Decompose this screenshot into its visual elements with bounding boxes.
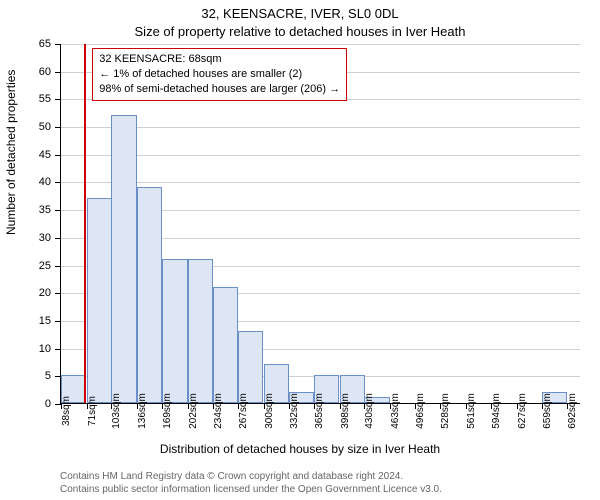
gridline	[61, 182, 580, 183]
y-axis-label: Number of detached properties	[4, 70, 18, 235]
reference-line	[84, 44, 86, 403]
y-tick	[55, 210, 61, 211]
x-tick-label: 202sqm	[188, 393, 199, 429]
histogram-bar	[213, 287, 238, 403]
y-tick-label: 5	[45, 370, 51, 382]
header-subtitle: Size of property relative to detached ho…	[0, 24, 600, 39]
histogram-bar	[188, 259, 213, 403]
y-tick-label: 65	[39, 38, 51, 50]
y-tick-label: 30	[39, 232, 51, 244]
x-tick-label: 103sqm	[111, 393, 122, 429]
x-tick-label: 38sqm	[61, 396, 72, 426]
y-tick-label: 50	[39, 121, 51, 133]
y-tick	[55, 72, 61, 73]
x-tick-label: 463sqm	[390, 393, 401, 429]
y-tick	[55, 238, 61, 239]
x-tick-label: 300sqm	[264, 393, 275, 429]
y-tick	[55, 155, 61, 156]
histogram-bar	[238, 331, 263, 403]
chart-container: 32, KEENSACRE, IVER, SL0 0DL Size of pro…	[0, 0, 600, 500]
y-tick-label: 55	[39, 93, 51, 105]
y-tick	[55, 99, 61, 100]
y-tick-label: 15	[39, 315, 51, 327]
y-tick-label: 10	[39, 343, 51, 355]
x-tick-label: 627sqm	[517, 393, 528, 429]
y-tick-label: 0	[45, 398, 51, 410]
histogram-bar	[87, 198, 112, 403]
footer-text: Contains HM Land Registry data © Crown c…	[60, 470, 442, 496]
x-tick-label: 234sqm	[213, 393, 224, 429]
header-address: 32, KEENSACRE, IVER, SL0 0DL	[0, 6, 600, 21]
x-tick-label: 430sqm	[364, 393, 375, 429]
x-tick-label: 561sqm	[466, 393, 477, 429]
histogram-bar	[137, 187, 162, 403]
annotation-line-1: 32 KEENSACRE: 68sqm	[99, 52, 340, 67]
x-tick-label: 332sqm	[289, 393, 300, 429]
histogram-bar	[162, 259, 187, 403]
footer-line-2: Contains public sector information licen…	[60, 483, 442, 496]
x-axis-label: Distribution of detached houses by size …	[0, 442, 600, 456]
gridline	[61, 44, 580, 45]
y-tick	[55, 293, 61, 294]
annotation-line-3: 98% of semi-detached houses are larger (…	[99, 82, 340, 97]
x-tick-label: 398sqm	[340, 393, 351, 429]
plot-area: 0510152025303540455055606538sqm71sqm103s…	[60, 44, 580, 404]
x-tick-label: 528sqm	[440, 393, 451, 429]
x-tick-label: 594sqm	[491, 393, 502, 429]
y-tick-label: 45	[39, 149, 51, 161]
x-tick-label: 136sqm	[137, 393, 148, 429]
x-tick-label: 496sqm	[415, 393, 426, 429]
y-tick	[55, 44, 61, 45]
y-tick	[55, 349, 61, 350]
y-tick-label: 40	[39, 176, 51, 188]
x-tick-label: 659sqm	[542, 393, 553, 429]
x-tick-label: 267sqm	[238, 393, 249, 429]
x-tick-label: 365sqm	[314, 393, 325, 429]
x-tick-label: 692sqm	[567, 393, 578, 429]
annotation-box: 32 KEENSACRE: 68sqm ← 1% of detached hou…	[92, 48, 347, 101]
gridline	[61, 127, 580, 128]
footer-line-1: Contains HM Land Registry data © Crown c…	[60, 470, 442, 483]
y-tick	[55, 182, 61, 183]
y-tick	[55, 321, 61, 322]
x-tick-label: 71sqm	[87, 396, 98, 426]
gridline	[61, 155, 580, 156]
y-tick	[55, 127, 61, 128]
y-tick-label: 25	[39, 260, 51, 272]
annotation-line-2: ← 1% of detached houses are smaller (2)	[99, 67, 340, 82]
y-tick-label: 60	[39, 66, 51, 78]
y-tick	[55, 266, 61, 267]
histogram-bar	[111, 115, 136, 403]
x-tick-label: 169sqm	[162, 393, 173, 429]
y-tick-label: 35	[39, 204, 51, 216]
y-tick-label: 20	[39, 287, 51, 299]
